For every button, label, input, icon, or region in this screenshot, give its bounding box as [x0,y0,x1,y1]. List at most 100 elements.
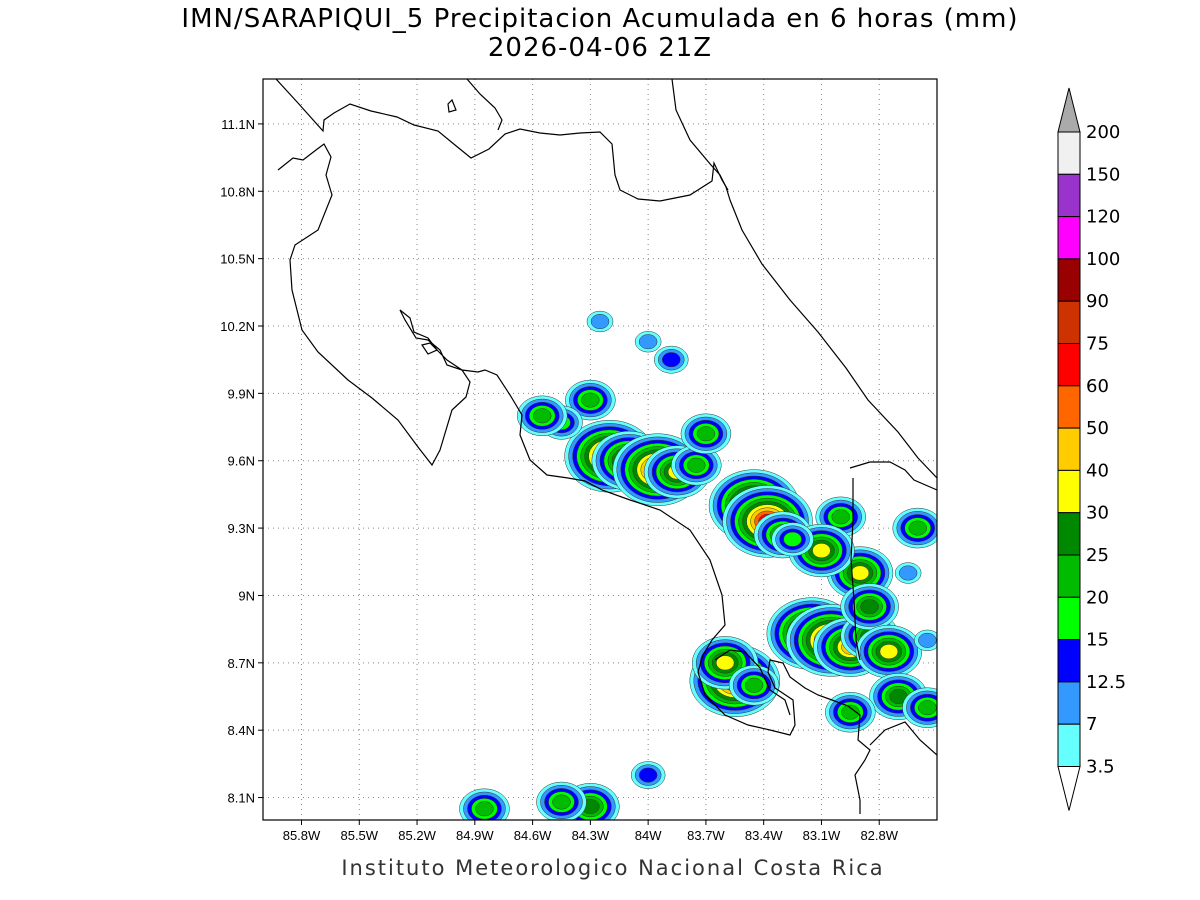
colorbar-label: 60 [1086,376,1109,397]
colorbar-label: 25 [1086,545,1109,566]
lat-tick-label: 9.9N [228,386,255,401]
precip-contour [662,352,681,368]
plot-frame [262,78,938,821]
lon-tick-label: 83.1W [803,828,841,843]
lat-tick-label: 8.7N [228,656,255,671]
lon-tick-label: 83.7W [687,828,725,843]
precip-contour [918,700,937,716]
lat-tick-label: 10.2N [220,319,255,334]
precip-cell [840,583,899,631]
precip-contour [860,599,879,615]
precip-contour [638,767,658,783]
latitude-tick-labels: 11.1N 10.8N 10.5N 10.2N 9.9N 9.6N 9.3N 9N 8.7N 8.… [220,117,263,806]
osa-peninsula [714,649,791,716]
precip-contour [850,565,870,581]
colorbar-label: 75 [1086,334,1109,355]
colorbar-swatch [1057,723,1081,768]
lon-tick-label: 84.3W [572,828,610,843]
colorbar-swatch [1057,512,1081,556]
precip-contour [908,520,927,536]
precip-contour [590,314,610,329]
precip-cell [586,310,614,333]
colorbar-label: 90 [1086,291,1109,312]
colorbar-label: 100 [1086,249,1120,270]
colorbar-swatch [1057,596,1081,641]
lat-tick-label: 8.4N [228,723,255,738]
panama-pacific-coast [869,721,937,756]
colorbar-label: 40 [1086,460,1109,481]
lake-nicaragua-south-shore [466,79,503,131]
precip-cell [892,507,937,549]
colorbar-bottom-arrow [1057,766,1081,811]
precip-contour [552,794,571,810]
footer-credit: Instituto Meteorologico Nacional Costa R… [341,856,885,880]
colorbar-swatch [1057,469,1081,514]
colorbar-swatch [1057,554,1081,598]
lon-tick-label: 82.8W [860,828,898,843]
precip-cell [634,331,662,353]
lat-tick-label: 9.3N [228,521,255,536]
precip-cell [728,665,780,706]
coastline-borders [275,79,937,814]
lon-tick-label: 83.4W [745,828,783,843]
colorbar-label: 200 [1086,122,1120,143]
lat-tick-label: 9.6N [228,454,255,469]
colorbar-label: 50 [1086,418,1109,439]
colorbar-swatch [1057,343,1081,387]
precip-contour [581,392,600,408]
colorbar-swatch [1057,216,1081,260]
precip-contour [898,565,918,581]
precip-cell [914,629,937,652]
precip-contour [696,426,716,442]
lat-tick-label: 8.1N [228,791,255,806]
precip-cell [825,691,876,733]
lake-island-2 [421,342,439,355]
colorbar-label: 120 [1086,207,1120,228]
colorbar-label: 12.5 [1086,672,1126,693]
lon-tick-label: 85.8W [283,828,321,843]
precip-contour [831,509,850,525]
costa-rica-panama-border [849,461,937,491]
precip-cell [654,345,689,374]
longitude-tick-labels: 85.8W 85.5W 85.2W 84.9W 84.6W 84.3W 84W 83.7W 83… [283,820,899,843]
map-title: IMN/SARAPIQUI_5 Precipitacion Acumulada … [181,4,1019,34]
colorbar-label: 30 [1086,503,1109,524]
precip-cell [902,687,937,728]
panama-border-inland [850,478,861,661]
precip-cell [855,624,923,679]
colorbar-swatch [1057,385,1081,429]
nicaragua-lake-shore [275,79,729,202]
precip-cell [680,413,732,455]
nicaragua-costa-rica-border [277,143,871,814]
precip-contour [744,677,764,693]
colorbar-label: 20 [1086,587,1109,608]
precip-cell [516,395,568,437]
lake-island-1 [447,98,457,113]
lat-tick-label: 10.8N [220,184,255,199]
colorbar-swatch [1057,131,1081,175]
lat-tick-label: 10.5N [220,252,255,267]
precip-cell [771,522,814,557]
precip-contour [715,655,735,671]
colorbar-swatch [1057,681,1081,725]
precip-contour [475,801,494,817]
colorbar-swatch [1057,300,1081,345]
colorbar-label: 7 [1086,714,1097,735]
precip-contour [879,644,899,660]
precip-cell [536,781,587,820]
colorbar-swatch [1057,173,1081,218]
precip-contour [812,543,831,558]
colorbar-top-arrow [1057,87,1081,133]
colorbar-legend: 200 150 120 100 90 75 60 50 40 30 25 20 15 12.5 7 3.5 [1057,87,1126,811]
precip-contour [783,531,802,547]
lon-tick-label: 85.2W [398,828,436,843]
colorbar-swatch [1057,427,1081,471]
precip-contour [687,457,706,473]
colorbar-swatch [1057,258,1081,302]
colorbar-swatch [1057,639,1081,683]
precipitation-field [459,310,937,820]
map-subtitle-datetime: 2026-04-06 21Z [487,33,713,63]
precip-cell [630,761,666,789]
colorbar-label: 15 [1086,630,1109,651]
